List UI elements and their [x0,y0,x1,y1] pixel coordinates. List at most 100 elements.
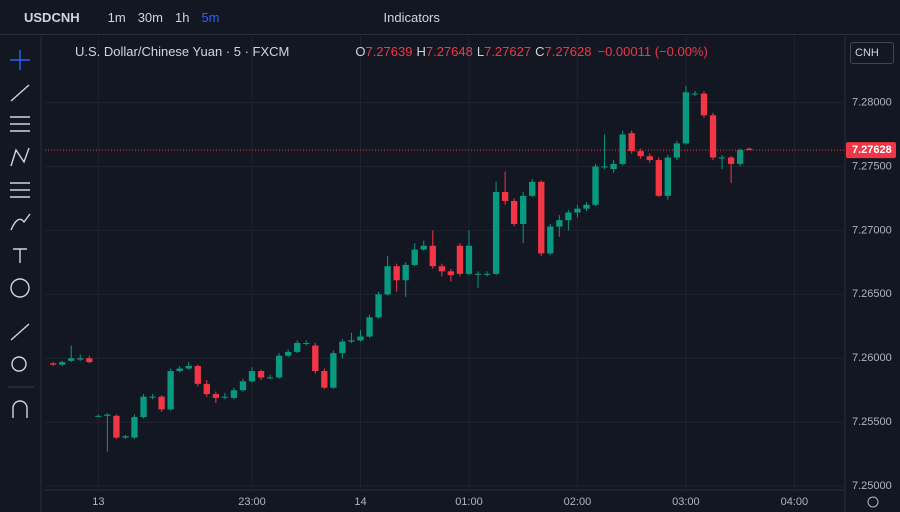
candle-body [565,212,572,221]
last-price-label: 7.27628 [852,144,892,156]
pattern-tool[interactable] [10,147,30,167]
y-tick-label: 7.26500 [852,288,892,300]
crosshair-tool[interactable] [10,50,30,70]
zoom-tool[interactable] [11,356,27,372]
symbol[interactable]: USDCNH [24,9,80,25]
candle-body [601,166,608,168]
candle-body [131,417,138,438]
x-tick-label: 02:00 [564,496,592,508]
magnet-tool[interactable] [12,400,28,418]
candle-body [529,181,536,196]
text-tool[interactable] [13,248,27,263]
candle-body [456,245,464,274]
y-tick-label: 7.28000 [852,96,892,108]
ohlc-value: 7.27648 [425,44,473,59]
x-tick-label: 01:00 [455,496,483,508]
candle-body [556,220,563,227]
candle-body [746,148,753,151]
candle-body [257,371,265,378]
candle-body [393,266,400,281]
candle-body [429,245,436,267]
candle-body [709,115,717,158]
interval[interactable]: 30m [137,9,163,25]
y-tick-label: 7.26000 [852,352,892,364]
candle-body [646,156,653,161]
candle-body [673,143,681,158]
candle-body [574,208,581,213]
indicators-button[interactable]: Indicators [383,9,440,25]
candle-body [510,200,518,224]
last-price-box [846,142,896,159]
candle-body [230,390,238,398]
candle-body [438,266,445,272]
candle-body [95,415,102,417]
candle-body [303,342,310,344]
currency-select[interactable]: CNH [850,42,894,64]
candle-body [77,358,84,360]
interval[interactable]: 5m [201,9,220,25]
fib-tool[interactable] [10,116,30,132]
interval[interactable]: 1m [107,9,126,25]
candle-body [339,341,346,354]
candle-body [420,245,427,250]
y-tick-label: 7.25000 [852,480,892,492]
legend: U.S. Dollar/Chinese Yuan · 5 · FXCM O 7.2… [75,44,708,59]
left-toolbar [8,50,34,418]
ohlc-key: O [355,44,366,59]
candle-body [700,93,708,116]
candle-body [122,436,129,438]
prediction-tool[interactable] [10,182,30,198]
candle-body [113,415,120,438]
candle-body [348,340,355,342]
candle-body [203,383,210,395]
candle-body [104,414,111,416]
candle-body [149,396,156,398]
x-tick-label: 14 [354,496,366,508]
brush-tool[interactable] [10,213,31,231]
measure-tool[interactable] [10,323,30,341]
x-tick-label: 13 [92,496,104,508]
candle-body [411,249,418,265]
candle-body [158,396,165,410]
candle-body [221,396,229,398]
trend-line-tool[interactable] [10,84,30,102]
candle-body [483,273,491,275]
ohlc-key: L [476,44,485,59]
candle-body [727,157,735,164]
ohlc-key: C [535,44,545,59]
emoji-tool[interactable] [10,278,30,298]
candle-body [194,365,201,384]
candle-body [167,371,174,410]
candle-body [375,294,382,318]
candle-body [637,151,644,157]
candle-body [68,358,75,361]
candle-body [682,92,690,144]
y-tick-label: 7.27500 [852,160,892,172]
candle-body [402,264,409,281]
top-toolbar: USDCNH 1m 30m 1h 5m Indicators [0,0,900,35]
candle-body [628,133,635,152]
candle-body [664,157,671,196]
ohlc-value: 7.27627 [484,44,532,59]
candle-body [239,381,247,391]
candle-body [538,181,545,254]
x-tick-label: 03:00 [672,496,700,508]
candle-body [619,134,626,164]
legend-title: U.S. Dollar/Chinese Yuan · 5 · FXCM [75,44,290,59]
candle-body [736,149,744,164]
candle-body [691,93,699,95]
settings-icon[interactable] [867,496,879,508]
candle-body [285,351,292,356]
candle-body [321,371,328,388]
candle-body [474,273,482,275]
candle-body [583,204,590,209]
candle-body [610,163,617,170]
candle-body [140,396,147,418]
candle-body [465,245,473,274]
candle-body [501,192,509,201]
interval[interactable]: 1h [174,9,190,25]
ohlc-value: 7.27639 [365,44,413,59]
